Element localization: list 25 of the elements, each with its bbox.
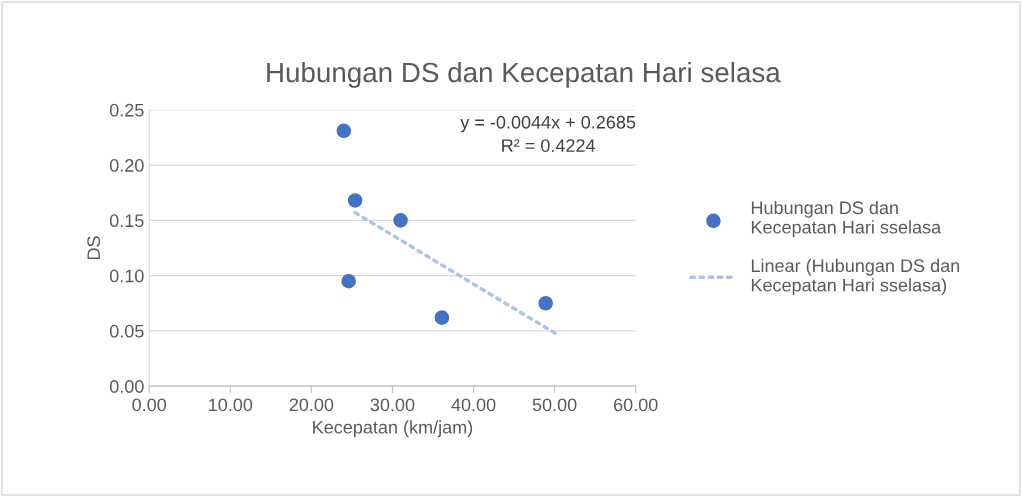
point bbox=[347, 193, 363, 208]
y-tick-label: 0.00 bbox=[109, 380, 144, 393]
y-tick-label: 0.20 bbox=[109, 159, 144, 172]
y-tick-label: 0.25 bbox=[109, 103, 144, 117]
chart-title: Hubungan DS dan Kecepatan Hari selasa bbox=[267, 61, 781, 88]
point bbox=[393, 213, 408, 228]
point bbox=[336, 123, 352, 139]
x-tick-label: 0.00 bbox=[132, 398, 167, 412]
x-tick-label: 20.00 bbox=[289, 398, 334, 412]
point bbox=[341, 273, 356, 289]
legend-label: Linear (Hubungan DS dan Kecepatan Hari sselasa) bbox=[751, 258, 960, 296]
point bbox=[434, 310, 450, 325]
point bbox=[538, 295, 553, 311]
y-tick-label: 0.05 bbox=[109, 324, 144, 338]
y-tick-label: 0.15 bbox=[109, 214, 144, 228]
x-tick-label: 50.00 bbox=[532, 398, 577, 412]
annotation: y = -0.0044x + 0.2685 R² = 0.4224 bbox=[460, 115, 636, 152]
x-tick-label: 10.00 bbox=[209, 398, 253, 412]
y-axis-title: DS bbox=[87, 236, 101, 260]
x-tick-label: 60.00 bbox=[614, 398, 658, 412]
legend-label: Hubungan DS dan Kecepatan Hari sselasa bbox=[751, 200, 942, 238]
y-tick-label: 0.10 bbox=[109, 269, 144, 283]
x-tick-label: 40.00 bbox=[451, 398, 496, 412]
x-tick-label: 30.00 bbox=[370, 398, 415, 412]
x-axis-title: Kecepatan (km/jam) bbox=[313, 420, 473, 438]
